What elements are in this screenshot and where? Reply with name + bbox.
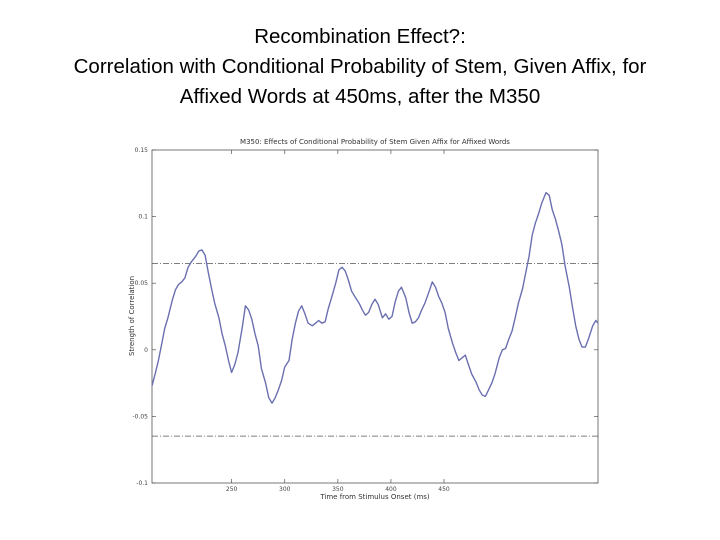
x-axis-label: Time from Stimulus Onset (ms)	[319, 493, 430, 501]
y-tick-label: -0.1	[136, 480, 148, 487]
x-tick-label: 450	[438, 486, 450, 493]
x-tick-label: 300	[279, 486, 291, 493]
y-tick-label: 0.05	[135, 280, 149, 287]
slide-title-line-1: Recombination Effect?:	[254, 25, 466, 48]
slide-title-line-3: Affixed Words at 450ms, after the M350	[179, 85, 541, 108]
y-tick-label: -0.05	[132, 413, 148, 420]
x-ticks: 250 300 350 400 450	[226, 150, 450, 493]
y-tick-label: 0.15	[135, 147, 149, 154]
threshold-lines	[152, 263, 598, 437]
y-tick-label: 0	[144, 347, 148, 354]
plot-frame	[151, 149, 599, 484]
x-tick-label: 400	[385, 486, 397, 493]
slide-title: Recombination Effect?: Correlation with …	[20, 22, 700, 112]
x-tick-label: 350	[332, 486, 344, 493]
series-line	[151, 191, 599, 404]
series-group	[151, 191, 599, 404]
y-tick-label: 0.1	[138, 214, 148, 221]
x-tick-label: 250	[226, 486, 238, 493]
y-axis-label: Strength of Correlation	[128, 276, 136, 356]
slide-title-line-2: Correlation with Conditional Probability…	[73, 55, 647, 78]
chart-title: M350: Effects of Conditional Probability…	[240, 138, 510, 146]
y-ticks: -0.1 -0.05 0 0.05 0.1 0.15	[132, 147, 598, 487]
